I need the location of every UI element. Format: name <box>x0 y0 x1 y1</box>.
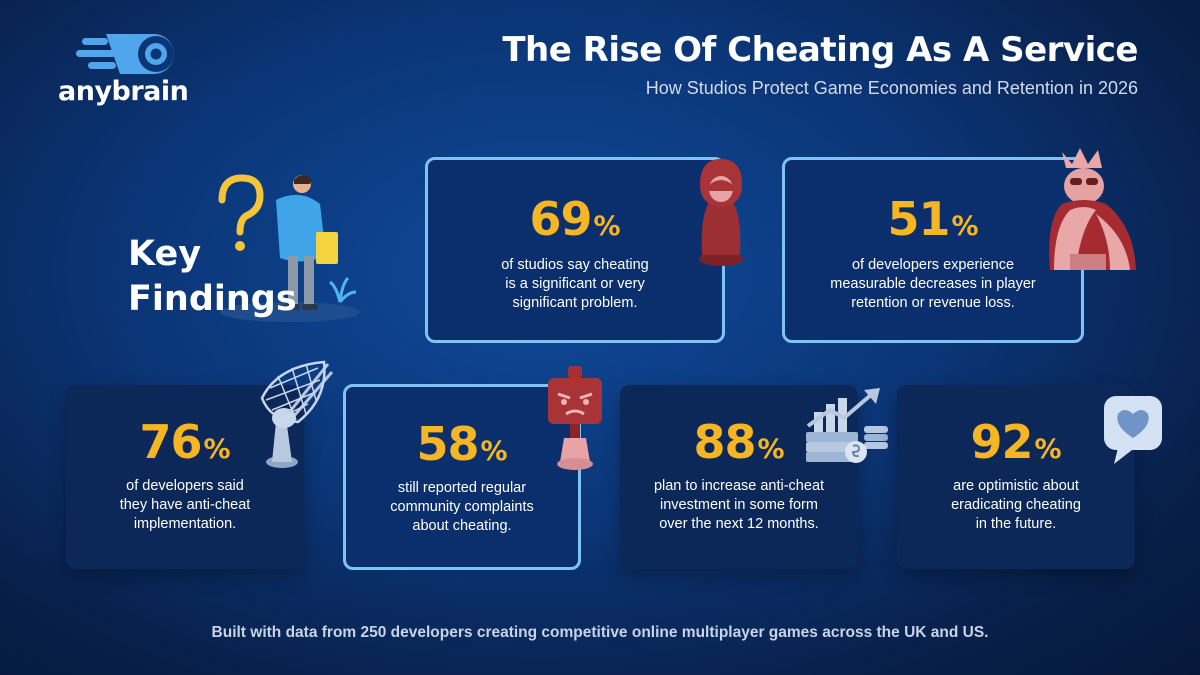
hooded-pawn-icon <box>699 159 743 266</box>
stat-value: 58 <box>416 417 479 471</box>
stat-card-69: 69% of studios say cheating is a signifi… <box>425 157 725 343</box>
stat-description-line: they have anti-cheat <box>119 497 251 513</box>
stat-unit: % <box>203 434 231 465</box>
stat-description-line: over the next 12 months. <box>659 516 819 532</box>
stat-description-line: are optimistic about <box>953 478 1079 494</box>
page-subtitle: How Studios Protect Game Economies and R… <box>645 78 1138 98</box>
stat-description-line: eradicating cheating <box>951 497 1081 513</box>
crowned-king-icon <box>1049 148 1136 270</box>
heart-speech-bubble-icon <box>1104 396 1162 464</box>
stat-unit: % <box>1034 434 1062 465</box>
stat-description-line: still reported regular <box>397 480 527 496</box>
stat-description-line: plan to increase anti-cheat <box>653 478 825 494</box>
stat-description: of studios say cheating is a significant… <box>501 256 649 313</box>
stat-description-line: significant problem. <box>512 295 638 311</box>
stat-description-line: is a significant or very <box>505 276 645 292</box>
stat-unit: % <box>951 211 979 242</box>
stat-description-line: investment in some form <box>660 497 818 513</box>
footer-note: Built with data from 250 developers crea… <box>211 624 989 641</box>
stat-value: 76 <box>139 415 202 469</box>
stat-value: 92 <box>970 415 1033 469</box>
angry-robot-icon <box>548 366 602 470</box>
stat-description-line: about cheating. <box>412 518 512 534</box>
stat-description: are optimistic about eradicating cheatin… <box>951 477 1081 534</box>
stat-value: 69 <box>529 192 592 246</box>
stat-description-line: of studios say cheating <box>501 257 649 273</box>
stat-unit: % <box>757 434 785 465</box>
stat-card-58: 58% still reported regular community com… <box>343 384 581 570</box>
stat-description: of developers said they have anti-cheat … <box>120 477 251 534</box>
stat-unit: % <box>480 436 508 467</box>
logo-text: anybrain <box>58 76 189 107</box>
stat-unit: % <box>593 211 621 242</box>
stat-description: plan to increase anti-cheat investment i… <box>654 477 824 534</box>
stat-description-line: implementation. <box>133 516 237 532</box>
stat-value: 51 <box>887 192 950 246</box>
comet-logo-icon <box>76 34 174 74</box>
stat-value: 88 <box>693 415 756 469</box>
stat-description-line: of developers said <box>126 478 244 494</box>
stat-percent: 88% <box>693 415 784 469</box>
key-findings-heading: Key Findings <box>128 232 348 322</box>
stat-percent: 76% <box>139 415 230 469</box>
stat-description-line: community complaints <box>390 499 534 515</box>
stat-percent: 58% <box>416 417 507 471</box>
stat-description-line: measurable decreases in player <box>830 276 1036 292</box>
stat-description: still reported regular community complai… <box>390 479 533 536</box>
stat-percent: 51% <box>887 192 978 246</box>
stat-card-51: 51% of developers experience measurable … <box>782 157 1084 343</box>
stat-description: of developers experience measurable decr… <box>830 256 1036 313</box>
stat-percent: 69% <box>529 192 620 246</box>
key-findings-line2: Findings <box>128 279 297 319</box>
stat-description-line: retention or revenue loss. <box>851 295 1015 311</box>
stat-card-76: 76% of developers said they have anti-ch… <box>66 385 304 569</box>
stat-description-line: of developers experience <box>851 257 1015 273</box>
key-findings-line1: Key <box>128 234 202 274</box>
anybrain-logo: anybrain <box>58 24 198 107</box>
confused-person-question-mark-icon <box>190 170 360 330</box>
net-shield-icon <box>260 360 334 468</box>
stat-description-line: in the future. <box>975 516 1057 532</box>
stat-percent: 92% <box>970 415 1061 469</box>
stat-card-92: 92% are optimistic about eradicating che… <box>897 385 1135 569</box>
money-growth-chart-icon <box>806 388 888 463</box>
page-title: The Rise Of Cheating As A Service <box>502 30 1138 70</box>
